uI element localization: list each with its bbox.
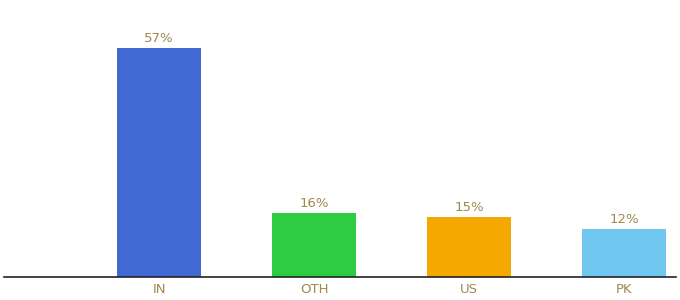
Bar xyxy=(582,229,666,277)
Text: 12%: 12% xyxy=(609,213,639,226)
Bar xyxy=(427,217,511,277)
Bar xyxy=(272,213,356,277)
Text: 16%: 16% xyxy=(299,197,329,210)
Text: 57%: 57% xyxy=(144,32,174,45)
Text: 15%: 15% xyxy=(454,201,484,214)
Bar xyxy=(117,48,201,277)
